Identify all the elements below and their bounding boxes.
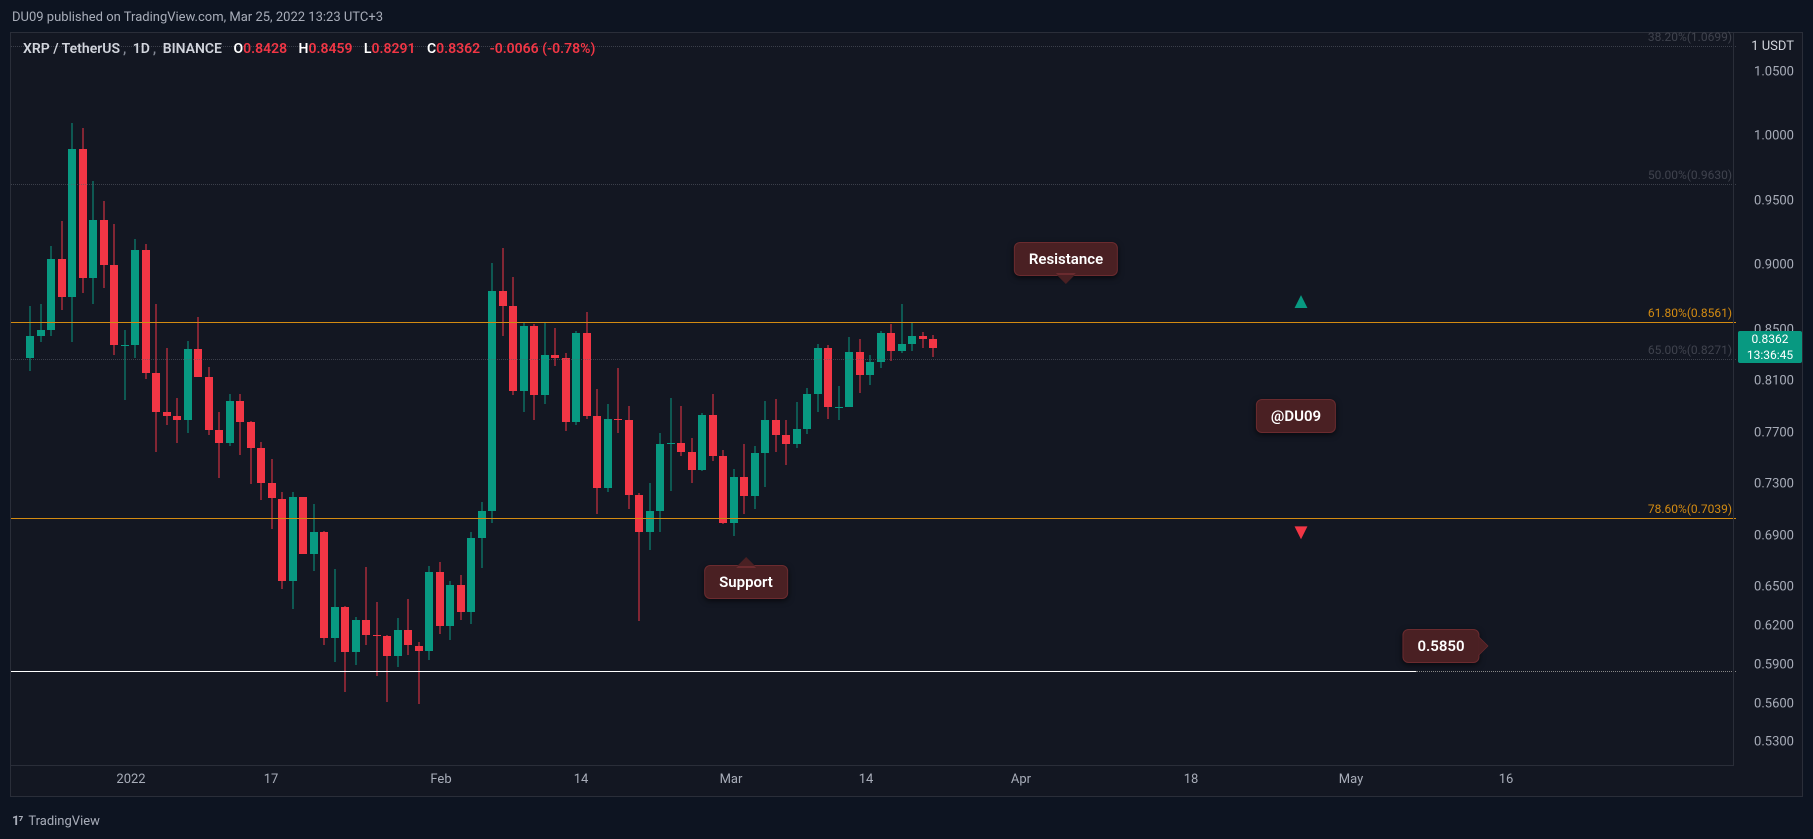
symbol-pair: XRP / TetherUS [23,41,120,57]
price-tick: 0.5900 [1754,657,1794,672]
callout-resistance: Resistance [1014,242,1118,276]
price-tick: 0.6200 [1754,619,1794,634]
countdown-value: 13:36:45 [1738,347,1802,363]
overlay-layer: 38.20%(1.0699) 50.00%(0.9630) 61.80%(0.856… [11,33,1736,768]
price-tick: 0.6500 [1754,580,1794,595]
fib-label: 65.00%(0.8271) [1648,343,1732,357]
price-tick: 1.0500 [1754,64,1794,79]
price-tick: 0.6900 [1754,528,1794,543]
fib-label: 38.20%(1.0699) [1648,30,1732,44]
time-tick: 2022 [116,772,145,787]
price-tick: 0.5600 [1754,696,1794,711]
price-tick: 0.5300 [1754,735,1794,750]
fib-line [11,184,1736,185]
time-tick: Feb [430,772,451,787]
time-tick: Apr [1011,772,1031,787]
low-value: 0.8291 [372,41,416,57]
low-label: L [364,41,372,57]
callout-05850: 0.5850 [1402,629,1479,663]
quote-currency-label: 1 USDT [1751,39,1794,54]
time-tick: 18 [1184,772,1199,787]
callout-du09: @DU09 [1256,399,1336,433]
price-tick: 0.8100 [1754,374,1794,389]
fib-label: 61.80%(0.8561) [1648,306,1732,320]
time-tick: Mar [720,772,743,787]
high-label: H [299,41,309,57]
callout-support: Support [704,565,788,599]
symbol-legend: XRP / TetherUS, 1D, BINANCE O0.8428 H0.8… [23,41,595,57]
symbol-interval: 1D [133,41,150,57]
symbol-exchange: BINANCE [163,41,222,57]
chart-panel[interactable]: XRP / TetherUS, 1D, BINANCE O0.8428 H0.8… [10,32,1803,797]
current-price-value: 0.8362 [1738,331,1802,347]
close-value: 0.8362 [436,41,480,57]
time-axis[interactable]: 2022 17 Feb 14 Mar 14 Apr 18 May 16 [11,765,1734,796]
time-tick: 14 [574,772,589,787]
price-tick: 1.0000 [1754,129,1794,144]
fib-line [11,518,1736,519]
current-price-tag: 0.836213:36:45 [1738,331,1802,363]
fib-line [11,322,1736,323]
open-value: 0.8428 [243,41,287,57]
target-line [11,671,1416,672]
time-tick: 16 [1499,772,1514,787]
up-arrow-icon: ▲ [1290,288,1312,314]
tradingview-attribution: 1⁷ TradingView [12,814,100,829]
chart-frame: DU09 published on TradingView.com, Mar 2… [0,0,1813,839]
price-tick: 0.7300 [1754,477,1794,492]
target-line-dotted [1416,671,1736,672]
change-value: -0.0066 (-0.78%) [490,41,596,57]
fib-line [11,359,1736,360]
open-label: O [233,41,243,57]
fib-label: 78.60%(0.7039) [1648,502,1732,516]
close-label: C [427,41,436,57]
published-line: DU09 published on TradingView.com, Mar 2… [12,10,383,25]
tradingview-label: TradingView [28,814,100,829]
down-arrow-icon: ▼ [1290,519,1312,545]
high-value: 0.8459 [308,41,352,57]
fib-label: 50.00%(0.9630) [1648,168,1732,182]
plot-area[interactable]: 38.20%(1.0699) 50.00%(0.9630) 61.80%(0.856… [11,33,1736,768]
price-axis[interactable]: 1.05001.00000.95000.90000.85000.81000.77… [1733,33,1802,766]
price-tick: 0.9000 [1754,258,1794,273]
time-tick: May [1339,772,1363,787]
price-tick: 0.9500 [1754,193,1794,208]
time-tick: 17 [264,772,279,787]
price-tick: 0.7700 [1754,425,1794,440]
time-tick: 14 [859,772,874,787]
tradingview-logo-icon: 1⁷ [12,814,22,829]
